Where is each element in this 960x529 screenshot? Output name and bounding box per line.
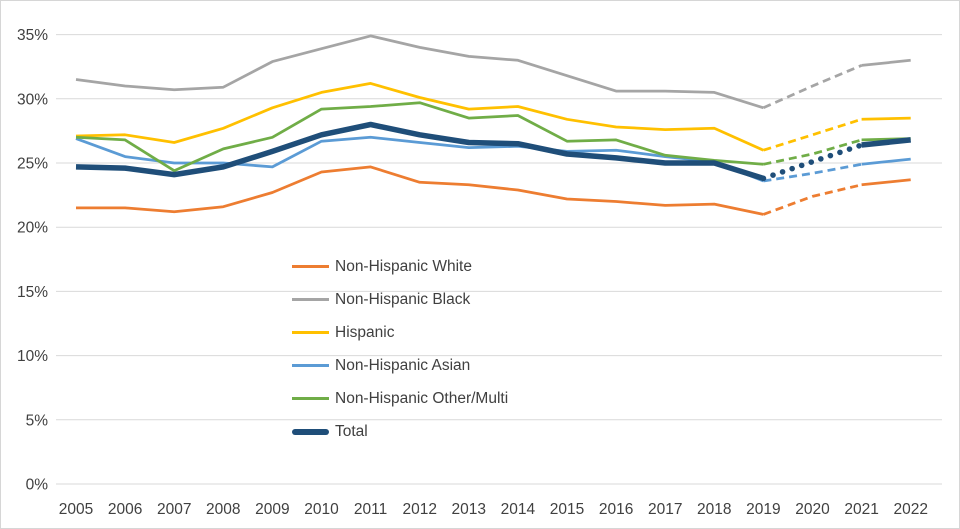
legend-label: Non-Hispanic Black bbox=[335, 290, 471, 308]
legend-swatch-total bbox=[292, 428, 329, 435]
y-axis-tick-label: 35% bbox=[17, 27, 48, 44]
legend-label: Non-Hispanic Asian bbox=[335, 356, 471, 374]
x-axis-tick-label: 2010 bbox=[304, 501, 339, 518]
legend-label: Non-Hispanic White bbox=[335, 257, 472, 275]
legend-swatch-hispanic bbox=[292, 331, 329, 334]
segment-historical bbox=[75, 121, 765, 182]
y-axis-tick-label: 10% bbox=[17, 348, 48, 365]
x-axis-tick-label: 2011 bbox=[354, 501, 387, 518]
x-axis-tick-label: 2019 bbox=[746, 501, 780, 518]
segment-projected bbox=[762, 117, 863, 152]
x-axis-tick-label: 2016 bbox=[599, 501, 633, 518]
segment-projected bbox=[763, 138, 862, 166]
x-axis-tick-label: 2021 bbox=[844, 501, 878, 518]
legend-swatch-non-hispanic-asian bbox=[292, 364, 329, 367]
y-axis-tick-label: 20% bbox=[17, 220, 48, 237]
legend-label: Non-Hispanic Other/Multi bbox=[335, 389, 509, 407]
x-axis-tick-label: 2020 bbox=[795, 501, 830, 518]
x-axis-tick-label: 2008 bbox=[206, 501, 240, 518]
x-axis-tick-label: 2006 bbox=[108, 501, 142, 518]
x-axis-tick-label: 2012 bbox=[402, 501, 436, 518]
x-axis-tick-label: 2009 bbox=[255, 501, 289, 518]
legend-item-non-hispanic-black: Non-Hispanic Black bbox=[292, 283, 508, 316]
series-non-hispanic-white bbox=[76, 165, 911, 216]
segment-projected bbox=[762, 183, 862, 216]
series-hispanic bbox=[75, 82, 911, 152]
legend-item-non-hispanic-white: Non-Hispanic White bbox=[292, 250, 508, 283]
series-non-hispanic-black bbox=[75, 34, 911, 110]
y-axis-tick-label: 0% bbox=[26, 477, 49, 494]
legend-item-hispanic: Hispanic bbox=[292, 316, 508, 349]
x-axis-tick-label: 2015 bbox=[550, 501, 584, 518]
segment-projected bbox=[762, 64, 863, 110]
segment-projected bbox=[760, 142, 865, 182]
segment-historical bbox=[75, 101, 764, 173]
segment-final bbox=[861, 157, 911, 166]
y-axis-tick-label: 5% bbox=[26, 412, 49, 429]
legend-label: Total bbox=[335, 422, 368, 440]
legend-swatch-non-hispanic-black bbox=[292, 298, 329, 301]
segment-final bbox=[861, 137, 911, 148]
legend-swatch-non-hispanic-white bbox=[292, 265, 329, 268]
segment-historical bbox=[75, 82, 764, 152]
x-axis-tick-label: 2014 bbox=[501, 501, 536, 518]
segment-final bbox=[861, 116, 911, 121]
legend-item-non-hispanic-other-multi: Non-Hispanic Other/Multi bbox=[292, 382, 508, 415]
x-axis-tick-label: 2005 bbox=[59, 501, 93, 518]
x-axis-tick-label: 2018 bbox=[697, 501, 731, 518]
x-axis-tick-label: 2022 bbox=[893, 501, 927, 518]
y-axis-tick-label: 25% bbox=[17, 156, 48, 173]
y-axis-tick-label: 30% bbox=[17, 91, 48, 108]
segment-projected bbox=[763, 162, 862, 183]
y-axis-tick-label: 15% bbox=[17, 284, 48, 301]
y-axis-labels: 0% 5% 10% 15% 20% 25% 30% 35% bbox=[17, 27, 48, 493]
x-axis-tick-label: 2017 bbox=[648, 501, 682, 518]
series-non-hispanic-other-multi bbox=[75, 101, 911, 173]
legend-item-total: Total bbox=[292, 415, 508, 448]
legend-label: Hispanic bbox=[335, 323, 395, 341]
legend: Non-Hispanic White Non-Hispanic Black Hisp… bbox=[292, 250, 508, 448]
segment-final bbox=[861, 58, 911, 67]
segment-historical bbox=[76, 165, 764, 216]
series-total bbox=[75, 121, 911, 182]
segment-historical bbox=[75, 34, 764, 110]
legend-swatch-non-hispanic-other-multi bbox=[292, 397, 329, 400]
legend-item-non-hispanic-asian: Non-Hispanic Asian bbox=[292, 349, 508, 382]
x-axis-labels: 2005 2006 2007 2008 2009 2010 2011 2012 2013 2014… bbox=[59, 501, 928, 518]
x-axis-tick-label: 2007 bbox=[157, 501, 191, 518]
x-axis-tick-label: 2013 bbox=[452, 501, 486, 518]
segment-final bbox=[861, 178, 911, 187]
